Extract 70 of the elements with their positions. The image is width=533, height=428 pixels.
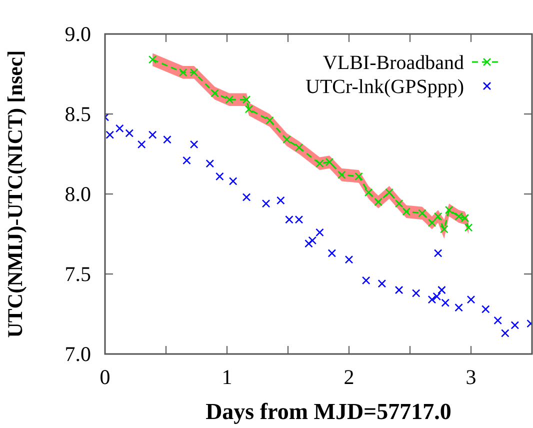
point: [225, 95, 234, 104]
point: [412, 289, 420, 298]
point: [374, 198, 382, 206]
point: [182, 156, 191, 165]
point: [454, 303, 463, 312]
point: [481, 305, 490, 314]
point: [338, 170, 346, 179]
point: [125, 129, 134, 138]
x-tick-label: 1: [222, 365, 232, 389]
point: [394, 286, 404, 294]
point: [385, 188, 394, 197]
point: [163, 135, 172, 144]
point: [466, 295, 476, 304]
point: [190, 140, 198, 149]
y-tick-label: 9.0: [64, 22, 91, 46]
y-tick-label: 8.5: [64, 102, 91, 126]
x-tick-label: 2: [344, 365, 354, 389]
point: [328, 249, 336, 258]
point: [428, 218, 436, 227]
point: [418, 209, 426, 218]
x-axis-title: Days from MJD=57717.0: [206, 399, 452, 424]
point: [178, 68, 188, 77]
point: [434, 212, 442, 221]
point: [276, 196, 285, 205]
point: [428, 295, 436, 304]
point: [364, 188, 373, 197]
point: [216, 172, 224, 181]
point: [262, 199, 270, 208]
point: [510, 321, 520, 330]
point: [494, 316, 502, 325]
point: [190, 68, 198, 77]
point: [242, 95, 251, 104]
point: [441, 298, 450, 307]
point: [206, 159, 214, 168]
point: [242, 193, 251, 202]
point: [228, 177, 238, 186]
point: [294, 143, 304, 152]
point: [148, 55, 157, 64]
point: [304, 239, 313, 248]
point: [440, 225, 448, 234]
point: [432, 292, 441, 301]
point: [148, 130, 157, 139]
point: [444, 206, 454, 214]
y-axis-title: UTC(NMIJ)-UTC(NICT) [nsec]: [3, 50, 27, 338]
point: [115, 124, 124, 133]
point: [106, 130, 114, 139]
point: [210, 89, 219, 98]
point: [354, 172, 363, 181]
legend-label: VLBI-Broadband: [322, 52, 464, 74]
legend-label: UTCr-lnk(GPSppp): [306, 76, 464, 98]
point: [378, 279, 386, 288]
point: [464, 223, 473, 232]
point: [344, 255, 354, 264]
point: [501, 329, 510, 338]
point: [308, 236, 317, 245]
point: [394, 199, 404, 208]
point: [362, 276, 370, 285]
x-tick-label: 0: [100, 365, 110, 389]
point: [244, 105, 254, 114]
y-tick-label: 7.5: [64, 262, 91, 286]
point: [438, 286, 446, 294]
point: [434, 249, 442, 258]
y-tick-label: 7.0: [64, 342, 91, 366]
point: [137, 140, 146, 149]
point: [316, 228, 324, 237]
point: [282, 135, 291, 144]
point: [266, 116, 274, 125]
point: [402, 207, 410, 216]
y-tick-label: 8.0: [64, 182, 91, 206]
x-tick-label: 3: [466, 365, 476, 389]
